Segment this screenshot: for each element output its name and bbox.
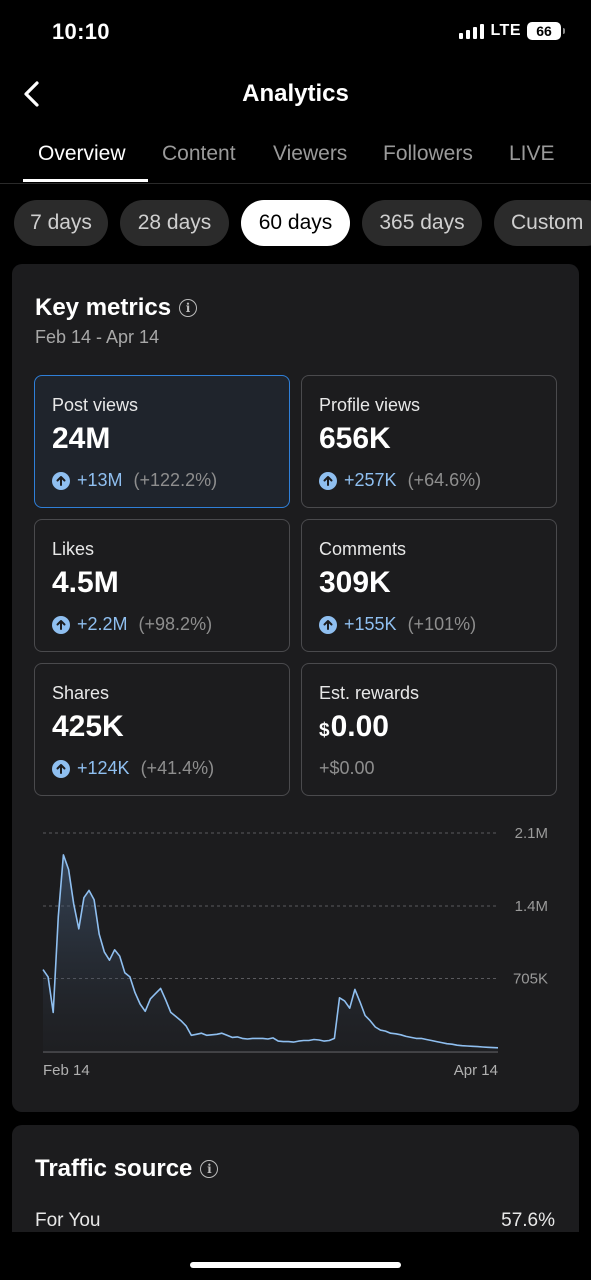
chart-svg: 705K 1.4M 2.1M Feb 14 Apr 14 <box>42 825 548 1079</box>
battery-icon: 66 <box>527 22 565 40</box>
arrow-up-icon <box>319 615 337 634</box>
change-percent: (+98.2%) <box>138 614 213 634</box>
traffic-source-title: Traffic source i <box>35 1155 219 1183</box>
arrow-up-icon <box>52 759 70 778</box>
tab-overview[interactable]: Overview <box>38 142 126 165</box>
tab-viewers[interactable]: Viewers <box>273 142 348 165</box>
home-indicator <box>190 1262 401 1268</box>
traffic-value: 57.6% <box>501 1210 555 1231</box>
metric-label: Profile views <box>319 395 421 415</box>
status-indicators: LTE 66 <box>459 22 565 40</box>
metric-value-number: 0.00 <box>330 710 389 743</box>
key-metrics-title-text: Key metrics <box>35 294 172 321</box>
x-tick-label: Feb 14 <box>43 1062 90 1079</box>
metric-label: Est. rewards <box>319 683 420 703</box>
change-value: +$0.00 <box>319 758 375 778</box>
y-tick-label: 705K <box>513 970 548 987</box>
header: Analytics <box>0 70 591 120</box>
series-line <box>42 854 499 1049</box>
change-percent: (+41.4%) <box>140 758 215 778</box>
metric-label: Likes <box>52 539 95 559</box>
signal-icon <box>459 23 485 39</box>
status-bar: 10:10 LTE 66 <box>0 0 591 64</box>
currency-symbol: $ <box>319 720 330 741</box>
metric-comments[interactable]: Comments 309K +155K (+101%) <box>301 519 557 652</box>
back-button[interactable] <box>18 78 48 110</box>
metric-change: +13M (+122.2%) <box>52 470 217 491</box>
tab-content[interactable]: Content <box>162 142 236 165</box>
change-value: +13M <box>77 470 123 490</box>
status-time: 10:10 <box>52 19 110 44</box>
change-value: +2.2M <box>77 614 128 634</box>
tab-bar: Overview Content Viewers Followers LIVE <box>0 132 591 184</box>
metric-label: Comments <box>319 539 407 559</box>
traffic-source-title-text: Traffic source <box>35 1155 193 1182</box>
arrow-up-icon <box>52 615 70 634</box>
traffic-row: For You 57.6% <box>35 1210 555 1232</box>
period-7-days[interactable]: 7 days <box>14 200 108 246</box>
network-type: LTE <box>490 22 521 39</box>
metric-value: 24M <box>52 422 111 455</box>
arrow-up-icon <box>319 471 337 490</box>
period-28-days[interactable]: 28 days <box>120 200 229 246</box>
key-metrics-card: Key metrics i Feb 14 - Apr 14 Post views… <box>12 264 579 1112</box>
change-percent: (+101%) <box>407 614 477 634</box>
metric-label: Post views <box>52 395 139 415</box>
metric-post-views[interactable]: Post views 24M +13M (+122.2%) <box>34 375 290 508</box>
period-selector: 7 days 28 days 60 days 365 days Custom <box>0 200 591 246</box>
metric-value: $0.00 <box>319 710 389 744</box>
arrow-up-icon <box>52 471 70 490</box>
metric-shares[interactable]: Shares 425K +124K (+41.4%) <box>34 663 290 796</box>
date-range: Feb 14 - Apr 14 <box>35 327 160 347</box>
change-percent: (+64.6%) <box>407 470 482 490</box>
bottom-bar <box>0 1232 591 1280</box>
change-value: +124K <box>77 758 130 778</box>
metric-change: +$0.00 <box>319 758 375 779</box>
change-percent: (+122.2%) <box>133 470 218 490</box>
metric-value: 4.5M <box>52 566 119 599</box>
info-icon[interactable]: i <box>179 299 198 317</box>
period-365-days[interactable]: 365 days <box>362 200 482 246</box>
x-tick-label: Apr 14 <box>454 1062 498 1079</box>
tab-followers[interactable]: Followers <box>383 142 473 165</box>
metric-value: 656K <box>319 422 391 455</box>
chevron-left-icon <box>24 81 39 107</box>
info-icon[interactable]: i <box>200 1160 219 1178</box>
series-area <box>43 854 498 1052</box>
post-views-chart[interactable]: 705K 1.4M 2.1M Feb 14 Apr 14 <box>12 819 579 1079</box>
metric-est-rewards[interactable]: Est. rewards $0.00 +$0.00 <box>301 663 557 796</box>
metric-value: 309K <box>319 566 391 599</box>
page-title: Analytics <box>242 80 349 107</box>
tab-live[interactable]: LIVE <box>509 142 555 165</box>
metric-change: +124K (+41.4%) <box>52 758 214 779</box>
period-60-days[interactable]: 60 days <box>241 200 350 246</box>
traffic-label: For You <box>35 1210 101 1231</box>
period-custom[interactable]: Custom <box>494 200 591 246</box>
y-tick-label: 1.4M <box>515 898 548 915</box>
key-metrics-title: Key metrics i <box>35 294 198 322</box>
change-value: +155K <box>344 614 397 634</box>
y-tick-label: 2.1M <box>515 825 548 842</box>
metric-change: +2.2M (+98.2%) <box>52 614 212 635</box>
tab-active-indicator <box>23 179 148 182</box>
metric-change: +155K (+101%) <box>319 614 476 635</box>
metric-value: 425K <box>52 710 124 743</box>
metric-label: Shares <box>52 683 110 703</box>
metric-likes[interactable]: Likes 4.5M +2.2M (+98.2%) <box>34 519 290 652</box>
metric-change: +257K (+64.6%) <box>319 470 481 491</box>
metric-profile-views[interactable]: Profile views 656K +257K (+64.6%) <box>301 375 557 508</box>
battery-level: 66 <box>536 23 552 39</box>
traffic-source-card: Traffic source i For You 57.6% <box>12 1125 579 1235</box>
change-value: +257K <box>344 470 397 490</box>
